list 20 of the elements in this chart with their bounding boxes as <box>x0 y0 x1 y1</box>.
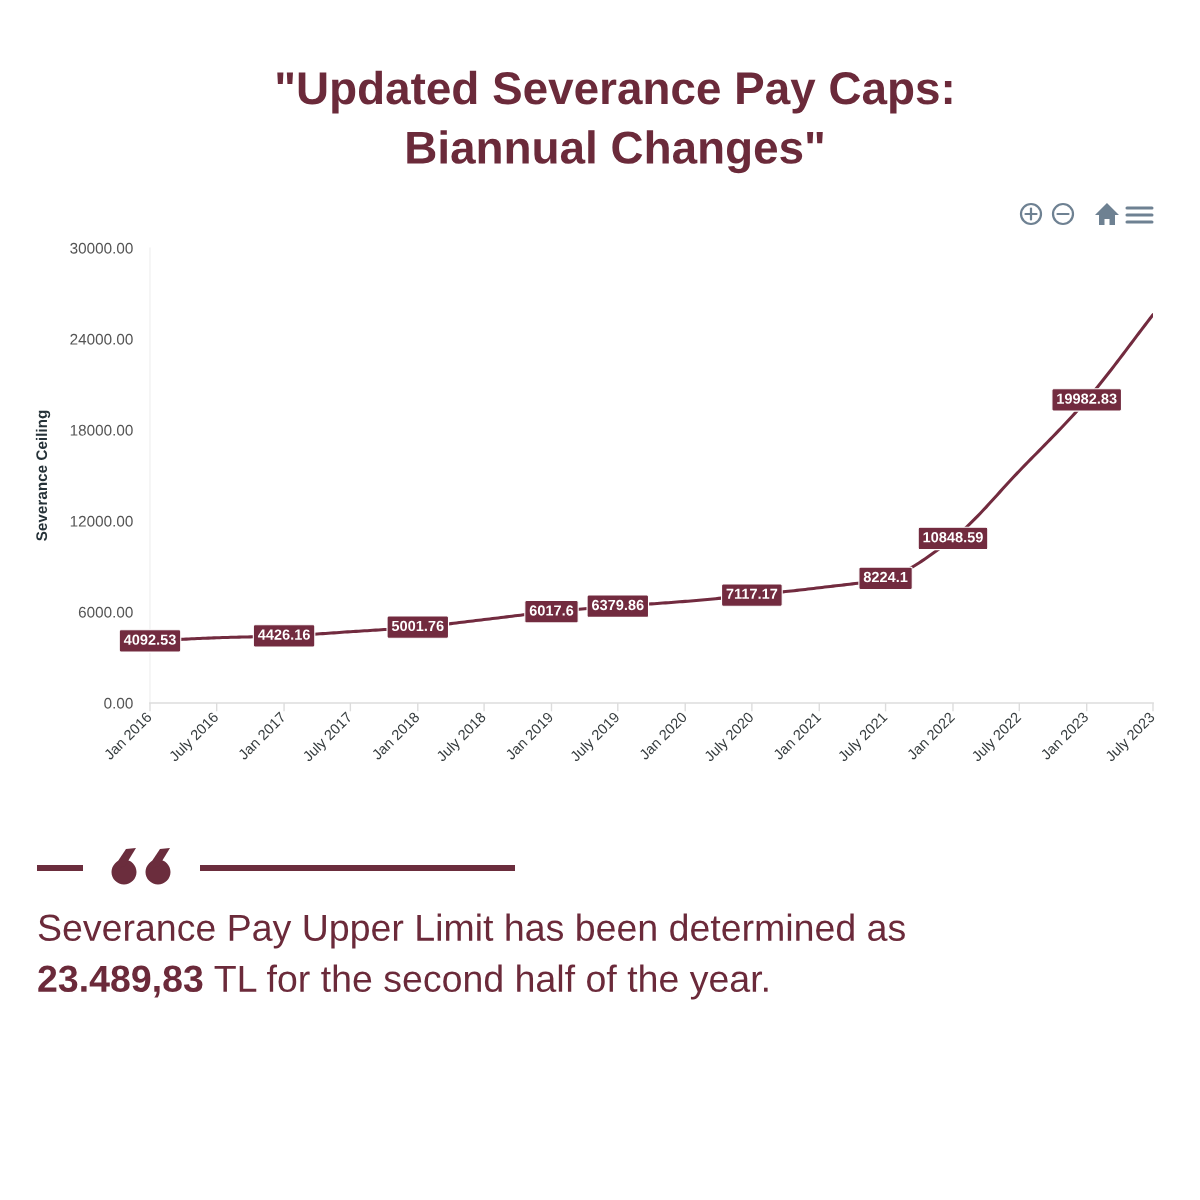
text: Severance Pay Upper Limit has been determined as <box>38 913 905 949</box>
data-label: 6017.6 <box>529 605 574 616</box>
data-label: 19982.83 <box>1057 393 1117 404</box>
data-label: 5001.76 <box>391 620 444 632</box>
y-tick-label: 18000.00 <box>70 424 133 436</box>
y-tick-label: 6000.00 <box>78 606 133 618</box>
data-label: 7117.17 <box>726 588 778 599</box>
y-tick-label: 0.00 <box>104 697 133 709</box>
data-label: 6379.86 <box>591 599 644 611</box>
text: 23.489,83 <box>38 965 203 998</box>
y-tick-label: 24000.00 <box>70 333 133 345</box>
chart-title: "Updated Severance Pay Caps: Biannual Changes" <box>277 70 952 174</box>
data-label: 10848.59 <box>923 532 983 543</box>
y-tick-label: 30000.00 <box>70 242 133 254</box>
data-label: 8224.1 <box>863 571 908 583</box>
y-axis-title: Severance Ceiling <box>35 410 51 541</box>
data-label: 4092.53 <box>123 634 176 645</box>
data-label: 4426.16 <box>257 629 310 640</box>
y-tick-label: 12000.00 <box>70 515 133 527</box>
text: TL for the second half of the year. <box>214 964 768 1000</box>
